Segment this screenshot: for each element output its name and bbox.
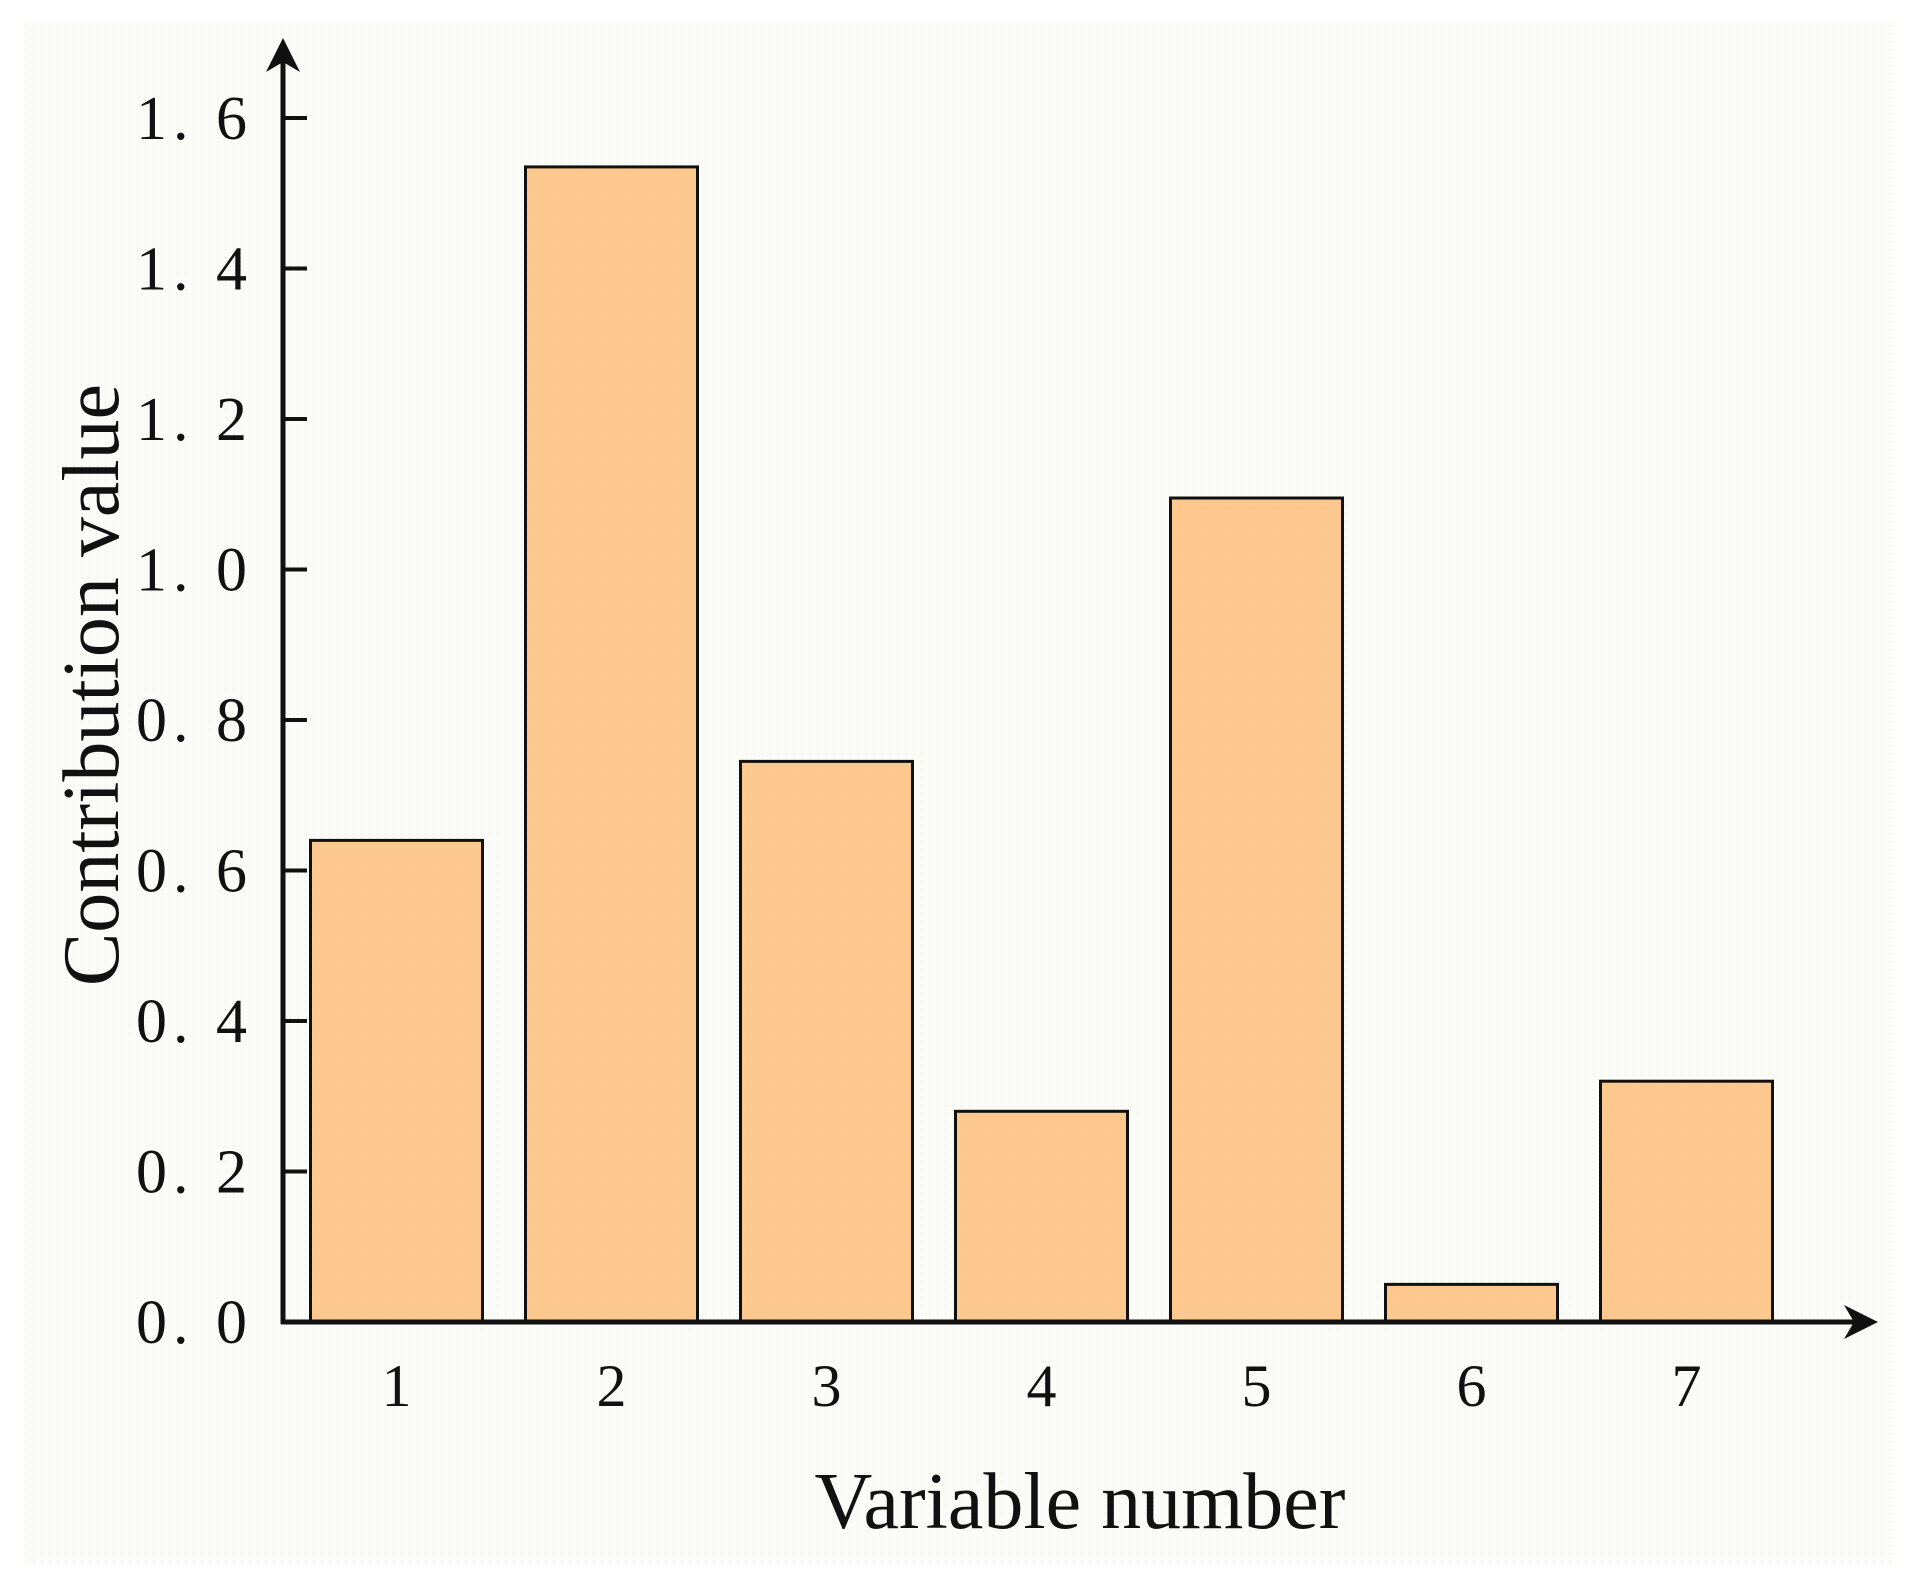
x-tick-label: 6 — [1457, 1353, 1487, 1419]
y-axis-arrow — [266, 38, 300, 72]
y-tick-label: 0. 0 — [136, 1289, 253, 1357]
x-tick-label: 7 — [1672, 1353, 1702, 1419]
bar-texture-5 — [1172, 500, 1341, 1320]
x-tick-label: 1 — [382, 1353, 412, 1419]
bar-texture-3 — [742, 763, 911, 1320]
x-tick-label: 2 — [597, 1353, 627, 1419]
bar-texture-6 — [1387, 1286, 1556, 1320]
y-tick-label: 0. 4 — [136, 988, 253, 1056]
bar-texture-1 — [312, 842, 481, 1320]
y-tick-label: 0. 6 — [136, 838, 253, 906]
bar-texture-7 — [1602, 1083, 1771, 1320]
axes-group — [266, 38, 1878, 1339]
y-tick-label: 1. 4 — [136, 236, 253, 304]
x-axis-title: Variable number — [815, 1458, 1346, 1546]
x-tick-label: 3 — [812, 1353, 842, 1419]
bar-texture-4 — [957, 1113, 1126, 1320]
bars-group — [309, 165, 1774, 1324]
chart-background — [25, 20, 1893, 1565]
y-tick-label: 1. 2 — [136, 386, 253, 454]
y-ticks-group: 0. 0 0. 2 0. 4 0. 6 0. 8 1. 0 1. 2 1. 4 1. 6 — [136, 85, 307, 1357]
y-axis-title: Contribution value — [48, 384, 136, 986]
bar-texture-2 — [527, 168, 696, 1321]
y-tick-label: 1. 6 — [136, 85, 253, 153]
y-tick-label: 0. 2 — [136, 1139, 253, 1207]
x-ticks-group: 1 2 3 4 5 6 7 — [382, 1353, 1702, 1419]
y-tick-label: 0. 8 — [136, 687, 253, 755]
x-tick-label: 5 — [1242, 1353, 1272, 1419]
x-axis-arrow — [1844, 1305, 1878, 1339]
y-tick-label: 1. 0 — [136, 537, 253, 605]
x-tick-label: 4 — [1027, 1353, 1057, 1419]
